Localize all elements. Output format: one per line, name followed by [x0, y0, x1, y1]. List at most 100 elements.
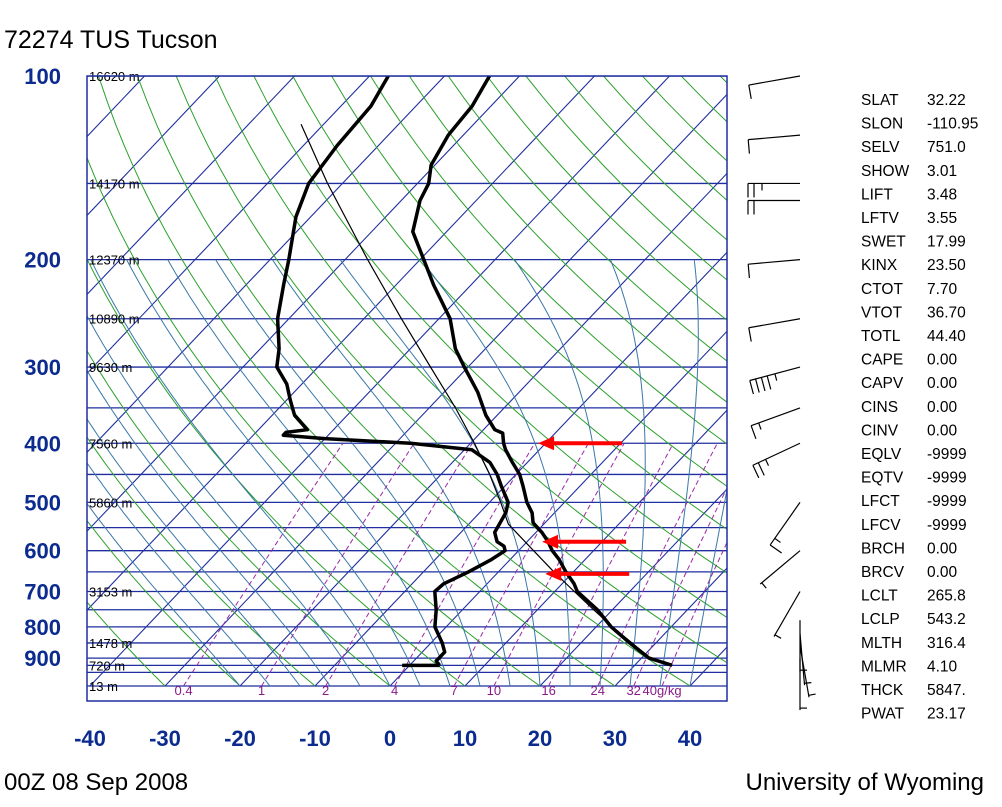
wind-barb-staff — [749, 76, 800, 85]
isotherm-line — [165, 76, 745, 686]
temperature-label: 0 — [384, 726, 396, 751]
height-label: 10890 m — [89, 312, 140, 327]
wind-barb-feather — [756, 379, 760, 393]
moist-adiabat — [216, 260, 480, 686]
wind-barb-feather — [748, 264, 749, 278]
index-label: LFCV — [861, 517, 901, 534]
wind-barb-feather — [749, 85, 751, 99]
temperature-label: -10 — [299, 726, 331, 751]
wind-barb — [748, 201, 800, 215]
index-label: LFCT — [861, 493, 900, 510]
wind-barb — [751, 408, 800, 439]
dry-adiabat — [254, 76, 915, 686]
wind-barb — [748, 135, 800, 153]
mixing-ratio-line — [395, 443, 535, 686]
index-label: CINV — [861, 422, 899, 439]
wind-barb — [770, 502, 800, 553]
index-label: SELV — [861, 139, 900, 156]
wind-barb-staff — [774, 592, 800, 637]
index-value: 751.0 — [927, 139, 966, 156]
index-value: 265.8 — [927, 588, 966, 605]
index-value: 23.17 — [927, 706, 966, 723]
wind-barb-half-feather — [775, 374, 777, 381]
index-value: 316.4 — [927, 635, 966, 652]
pressure-label: 900 — [24, 646, 61, 671]
wind-barb — [774, 592, 800, 639]
index-value: 0.00 — [927, 564, 958, 581]
mixing-ratio-label: 7 — [450, 683, 457, 698]
wind-barb-feather — [753, 465, 759, 478]
index-value: 17.99 — [927, 234, 966, 251]
mixing-ratio-line — [634, 443, 750, 686]
height-label: 12370 m — [89, 253, 140, 268]
wind-barb-feather — [770, 545, 781, 553]
index-label: CAPE — [861, 352, 903, 369]
index-label: EQTV — [861, 470, 904, 487]
temperature-label: -40 — [74, 726, 106, 751]
height-label: 1478 m — [89, 636, 132, 651]
index-label: MLMR — [861, 658, 907, 675]
index-label: LIFT — [861, 186, 893, 203]
wind-barb-half-feather — [766, 459, 769, 465]
mixing-ratio-label: 16 — [541, 683, 555, 698]
height-label: 14170 m — [89, 176, 140, 191]
pressure-label: 700 — [24, 580, 61, 605]
dry-adiabat — [448, 76, 1002, 686]
index-label: KINX — [861, 257, 898, 274]
index-value: 3.48 — [927, 186, 957, 203]
wind-barb-feather — [751, 426, 756, 439]
wind-barb — [760, 551, 800, 589]
index-label: BRCV — [861, 564, 905, 581]
index-value: -9999 — [927, 446, 967, 463]
footer-date: 00Z 08 Sep 2008 — [4, 769, 188, 796]
wind-barb-half-feather — [809, 694, 816, 695]
index-label: SLAT — [861, 92, 899, 109]
pressure-label: 300 — [24, 355, 61, 380]
mixing-ratio-label: 0.4 — [174, 683, 192, 698]
wind-barb-feather — [758, 463, 764, 476]
station-title: 72274 TUS Tucson — [4, 26, 218, 54]
index-value: -9999 — [927, 517, 967, 534]
index-value: 543.2 — [927, 611, 966, 628]
height-label: 7560 m — [89, 436, 132, 451]
dry-adiabat — [137, 76, 690, 686]
mixing-ratio-label: 1 — [258, 683, 265, 698]
wind-barb-staff — [748, 260, 800, 265]
index-label: PWAT — [861, 706, 905, 723]
index-value: 0.00 — [927, 375, 958, 392]
wind-barb-half-feather — [759, 423, 761, 430]
temperature-label: 40 — [678, 726, 702, 751]
mixing-ratio-label: 40g/kg — [643, 683, 682, 698]
index-label: EQLV — [861, 446, 902, 463]
isotherm-line — [465, 76, 1002, 686]
mixing-ratio-label: 4 — [391, 683, 398, 698]
plot-frame — [87, 76, 727, 701]
wind-barb — [753, 443, 800, 478]
height-label: 9630 m — [89, 360, 132, 375]
index-value: 0.00 — [927, 399, 958, 416]
wind-barb-feather — [750, 381, 754, 395]
height-label: 13 m — [89, 679, 118, 694]
index-label: VTOT — [861, 304, 903, 321]
wind-barb-half-feather — [775, 635, 781, 639]
mixing-ratio-label: 24 — [591, 683, 605, 698]
index-value: 5847. — [927, 682, 966, 699]
wind-barb-staff — [748, 135, 800, 140]
mixing-ratio-line — [184, 443, 343, 686]
wind-barb-staff — [753, 443, 800, 465]
moist-adiabat — [610, 260, 645, 686]
index-value: -9999 — [927, 470, 967, 487]
wind-barb-feather — [767, 376, 771, 390]
index-value: 36.70 — [927, 304, 966, 321]
wind-barb-staff — [770, 502, 800, 545]
height-label: 5860 m — [89, 495, 132, 510]
mixing-ratio-line — [326, 443, 473, 686]
index-label: BRCH — [861, 540, 905, 557]
moist-adiabat — [272, 260, 510, 686]
mixing-ratio-label: 2 — [322, 683, 329, 698]
dry-adiabat — [215, 76, 840, 686]
dry-adiabat — [409, 76, 1002, 686]
